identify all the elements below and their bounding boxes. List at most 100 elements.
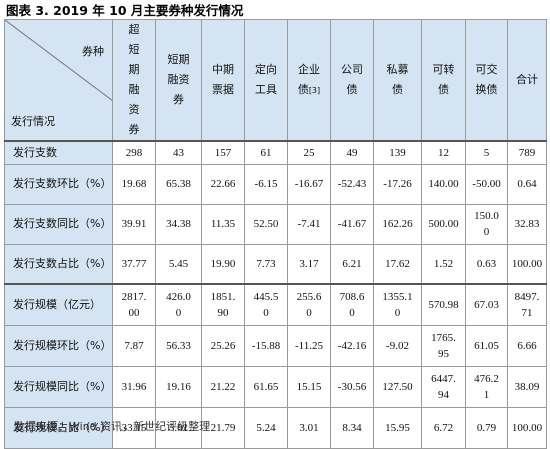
col-header-corporate: 公司债 [330,19,374,142]
col-header-short: 短期融资券 [155,19,202,142]
table-cell: 61 [244,140,288,165]
header-row: 券种 发行情况 超短期融资券 短期融资券 中期票据 定向工具 企业债[3] 公司… [4,19,547,142]
table-cell: 139 [373,140,422,165]
table-cell: 6447.94 [421,365,466,408]
col-header-mtn: 中期票据 [201,19,245,142]
table-cell: -41.67 [330,203,374,245]
table-cell: 19.90 [201,243,245,285]
table-cell: 31.96 [112,365,156,408]
col-header-ppn: 定向工具 [244,19,288,142]
table-cell: 298 [112,140,156,165]
table-cell: 1851.90 [201,283,245,326]
table-cell: 52.50 [244,203,288,245]
table-cell: -15.88 [244,324,288,367]
table-cell: 3.17 [287,243,331,285]
table-cell: 21.22 [201,365,245,408]
table-cell: 1355.10 [373,283,422,326]
row-label: 发行支数同比（%） [4,203,113,245]
row-label: 发行支数 [4,140,113,165]
table-cell: 61.65 [244,365,288,408]
table-cell: -11.25 [287,324,331,367]
enterprise-note: [3] [308,85,321,95]
col-header-enterprise: 企业债[3] [287,19,331,142]
table-cell: 0.64 [507,163,547,205]
col-header-convertible: 可转债 [421,19,466,142]
table-row: 发行规模环比（%） 7.87 56.33 25.26 -15.88 -11.25… [4,324,547,367]
corner-label-status: 发行情况 [11,115,55,128]
table-cell: 7.87 [112,324,156,367]
table-cell: 37.77 [112,243,156,285]
bond-issuance-table: 券种 发行情况 超短期融资券 短期融资券 中期票据 定向工具 企业债[3] 公司… [4,19,547,449]
table-cell: 6.66 [507,324,547,367]
table-cell: 8.34 [330,406,374,449]
table-cell: 1.52 [421,243,466,285]
table-cell: 476.21 [465,365,508,408]
table-cell: 22.66 [201,163,245,205]
table-cell: 1765.95 [421,324,466,367]
table-cell: 32.83 [507,203,547,245]
corner-cell: 券种 发行情况 [4,19,113,142]
table-cell: -9.02 [373,324,422,367]
col-header-total: 合计 [507,19,547,142]
table-cell: 25.26 [201,324,245,367]
table-cell: 38.09 [507,365,547,408]
table-row: 发行支数环比（%） 19.68 65.38 22.66 -6.15 -16.67… [4,163,547,205]
table-cell: 426.00 [155,283,202,326]
row-label: 发行支数占比（%） [4,243,113,285]
row-label: 发行规模（亿元） [4,283,113,326]
table-cell: -7.41 [287,203,331,245]
table-cell: 100.00 [507,406,547,449]
table-cell: -30.56 [330,365,374,408]
col-header-exchangeable: 可交换债 [465,19,508,142]
table-cell: 34.38 [155,203,202,245]
table-cell: 67.03 [465,283,508,326]
table-cell: 157 [201,140,245,165]
table-cell: 789 [507,140,547,165]
table-cell: 708.60 [330,283,374,326]
table-cell: 3.01 [287,406,331,449]
col-header-super-short: 超短期融资券 [112,19,156,142]
table-cell: -17.26 [373,163,422,205]
table-cell: 445.50 [244,283,288,326]
table-row: 发行支数 298 43 157 61 25 49 139 12 5 789 [4,140,547,165]
table-cell: 61.05 [465,324,508,367]
table-cell: -52.43 [330,163,374,205]
figure-title: 图表 3. 2019 年 10 月主要券种发行情况 [6,3,244,18]
table-cell: 5.24 [244,406,288,449]
table-cell: -16.67 [287,163,331,205]
table-cell: 150.00 [465,203,508,245]
table-cell: 255.60 [287,283,331,326]
table-cell: 49 [330,140,374,165]
table-cell: 0.79 [465,406,508,449]
table-cell: 100.00 [507,243,547,285]
table-cell: 12 [421,140,466,165]
table-cell: 43 [155,140,202,165]
table-cell: 6.72 [421,406,466,449]
table-cell: -50.00 [465,163,508,205]
row-label: 发行规模同比（%） [4,365,113,408]
table-cell: 56.33 [155,324,202,367]
table-cell: 5.45 [155,243,202,285]
data-source-note: 数据来源：Wind 资讯，新世纪评级整理 [14,420,211,433]
table-cell: 19.68 [112,163,156,205]
table-cell: 39.91 [112,203,156,245]
table-row: 发行支数占比（%） 37.77 5.45 19.90 7.73 3.17 6.2… [4,243,547,285]
table-cell: 140.00 [421,163,466,205]
table-row: 发行支数同比（%） 39.91 34.38 11.35 52.50 -7.41 … [4,203,547,245]
table-cell: 25 [287,140,331,165]
table-cell: 6.21 [330,243,374,285]
row-label: 发行支数环比（%） [4,163,113,205]
table-cell: 570.98 [421,283,466,326]
table-cell: 11.35 [201,203,245,245]
table-cell: 17.62 [373,243,422,285]
table-cell: 19.16 [155,365,202,408]
table-cell: 15.15 [287,365,331,408]
table-cell: 127.50 [373,365,422,408]
corner-label-type: 券种 [82,45,104,58]
table-cell: 0.63 [465,243,508,285]
table-cell: 65.38 [155,163,202,205]
corner-diagonal [5,20,112,101]
table-cell: 162.26 [373,203,422,245]
table-cell: 15.95 [373,406,422,449]
table-row: 发行规模（亿元） 2817.00 426.00 1851.90 445.50 2… [4,283,547,326]
